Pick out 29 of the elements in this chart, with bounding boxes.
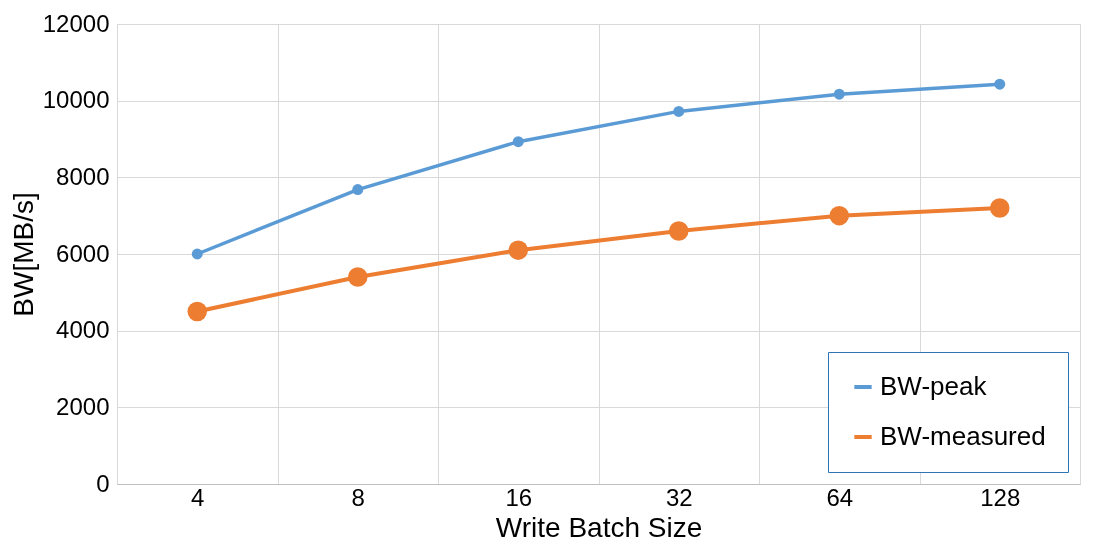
y-tick-label: 6000 (56, 239, 110, 267)
point (191, 248, 203, 260)
point (669, 221, 689, 241)
x-tick-label: 128 (980, 483, 1021, 511)
x-tick-label: 16 (505, 483, 533, 511)
x-tick-label: 32 (665, 483, 693, 511)
point (994, 78, 1006, 90)
point (833, 88, 845, 100)
y-tick-label: 10000 (42, 86, 110, 114)
point (990, 198, 1010, 218)
y-tick-label: 2000 (56, 392, 110, 420)
y-tick-label: 4000 (56, 316, 110, 344)
legend-label: BW-peak (880, 371, 988, 401)
point (829, 205, 849, 226)
y-tick-label: 12000 (42, 9, 110, 37)
x-axis-title: Write Batch Size (495, 511, 703, 543)
point (352, 184, 364, 196)
point (673, 105, 685, 117)
point (512, 136, 524, 148)
point (348, 267, 368, 287)
x-tick-label: 8 (351, 483, 365, 511)
y-tick-label: 0 (96, 469, 110, 497)
point (508, 240, 528, 260)
point (187, 301, 207, 322)
x-tick-label: 64 (826, 483, 854, 511)
y-axis-title: BW[MB/s] (7, 192, 39, 317)
legend-label: BW-measured (880, 421, 1046, 451)
x-tick-label: 4 (191, 483, 205, 511)
y-tick-label: 8000 (56, 162, 110, 190)
